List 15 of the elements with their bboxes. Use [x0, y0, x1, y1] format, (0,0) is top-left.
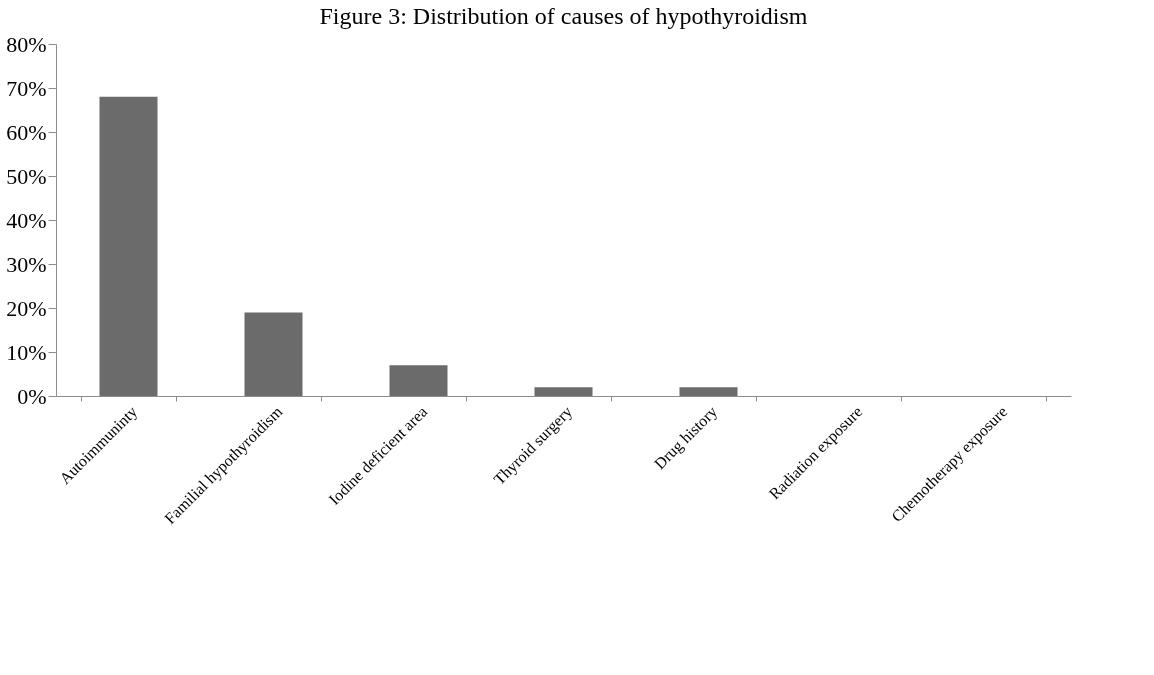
y-tick-label: 80%: [6, 31, 47, 57]
y-tick-label: 30%: [6, 251, 47, 277]
chart-title: Figure 3: Distribution of causes of hypothyroidism: [319, 3, 808, 29]
y-tick-label: 0%: [17, 383, 47, 409]
bar: [244, 312, 303, 396]
bar: [679, 387, 738, 396]
y-tick-label: 70%: [6, 75, 47, 101]
y-tick-label: 50%: [6, 163, 47, 189]
y-tick-label: 40%: [6, 207, 47, 233]
y-tick-label: 10%: [6, 339, 47, 365]
y-tick-label: 60%: [6, 119, 47, 145]
bar: [389, 365, 448, 396]
bar: [534, 387, 593, 396]
bar: [99, 96, 158, 396]
y-tick-label: 20%: [6, 295, 47, 321]
